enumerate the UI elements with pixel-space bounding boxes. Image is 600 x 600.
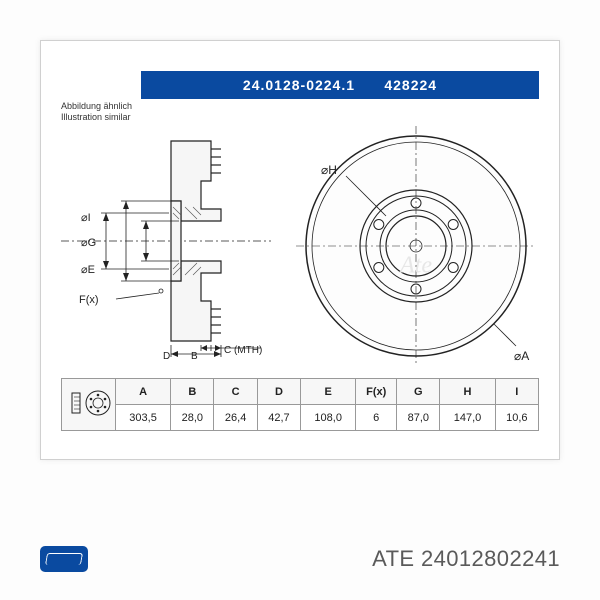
val-C: 26,4 [214,405,257,431]
val-Fx: 6 [356,405,397,431]
label-diameter-A: ⌀A [514,349,529,363]
dimension-table: A B C D E F(x) G H I 303,5 28,0 26,4 42,… [61,378,539,431]
col-Fx: F(x) [356,379,397,405]
col-A: A [116,379,171,405]
subtitle-de: Abbildung ähnlich [61,101,132,111]
col-C: C [214,379,257,405]
label-diameter-H: ⌀H [321,163,337,177]
front-view: Ate [291,121,541,371]
label-Fx: F(x) [79,294,99,306]
table-values-row: 303,5 28,0 26,4 42,7 108,0 6 87,0 147,0 … [62,405,539,431]
col-I: I [495,379,538,405]
val-H: 147,0 [440,405,495,431]
val-D: 42,7 [257,405,300,431]
val-E: 108,0 [301,405,356,431]
part-number: 24.0128-0224.1 [243,77,355,93]
short-code: 428224 [384,77,437,93]
val-B: 28,0 [171,405,214,431]
label-C: C (MTH) [224,345,262,356]
label-D: D [163,351,170,361]
col-H: H [440,379,495,405]
brand-name: ATE [372,546,414,571]
label-diameter-G: ⌀G [81,237,96,249]
val-A: 303,5 [116,405,171,431]
val-G: 87,0 [397,405,440,431]
brand-text: ATE 24012802241 [372,546,560,572]
illustration-subtitle: Abbildung ähnlich Illustration similar [61,101,132,123]
label-diameter-E: ⌀E [81,264,95,276]
label-B: B [191,351,198,361]
brand-footer: ATE 24012802241 [40,546,560,572]
front-view-svg: ⌀H ⌀A [291,121,541,371]
val-I: 10,6 [495,405,538,431]
col-E: E [301,379,356,405]
col-D: D [257,379,300,405]
header-bar: 24.0128-0224.1 428224 [141,71,539,99]
side-view-svg: ⌀I ⌀G ⌀E F(x) [61,121,271,361]
drawing-area: ⌀I ⌀G ⌀E F(x) [61,121,539,371]
col-G: G [397,379,440,405]
table-icon-cell [62,379,116,431]
brand-logo-icon [40,546,88,572]
table-header-row: A B C D E F(x) G H I [62,379,539,405]
catalog-number: 24012802241 [421,546,560,571]
side-view: ⌀I ⌀G ⌀E F(x) [61,121,271,361]
label-diameter-I: ⌀I [81,212,91,224]
diagram-card: 24.0128-0224.1 428224 Abbildung ähnlich … [40,40,560,460]
col-B: B [171,379,214,405]
